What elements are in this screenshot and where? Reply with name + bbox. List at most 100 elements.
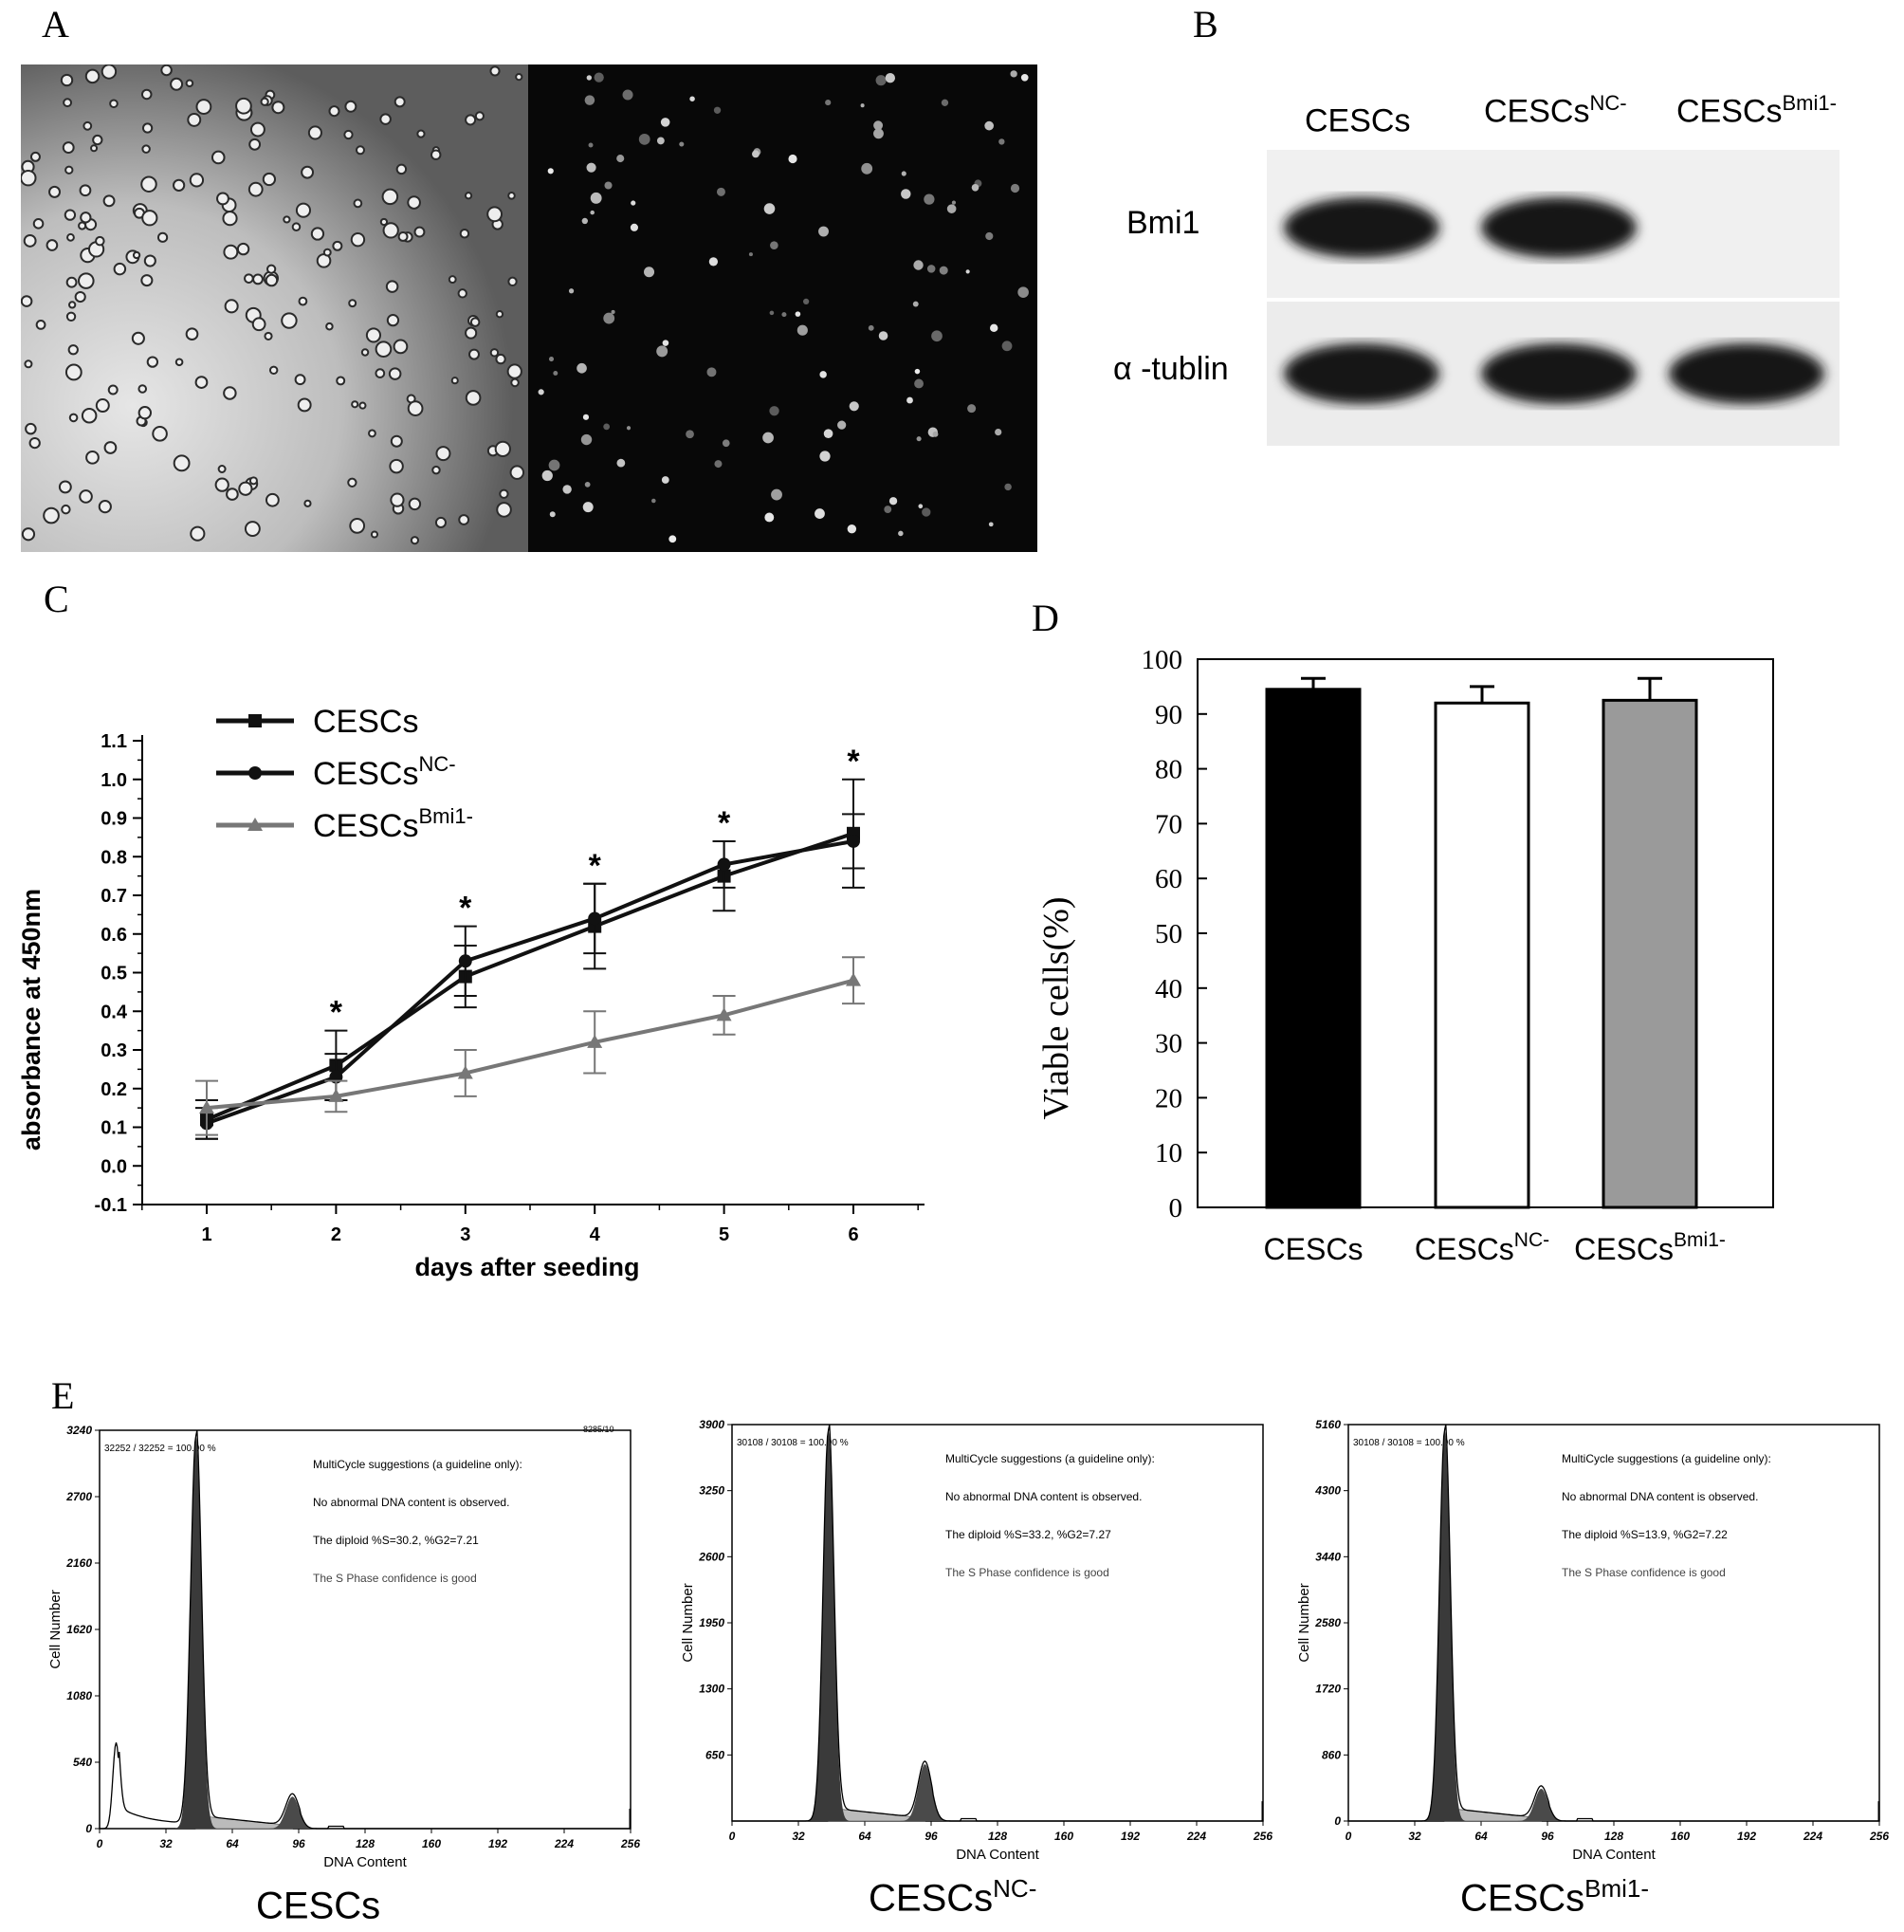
x-tick-label: 192 [1737,1830,1756,1843]
x-tick-label: 256 [620,1837,640,1850]
y-tick-label: 1080 [66,1689,92,1702]
x-tick-label: 32 [159,1837,173,1850]
y-tick-label: 3900 [699,1418,724,1431]
y-tick-label: 0.3 [101,1040,127,1061]
y-tick-label: 1300 [699,1683,724,1696]
x-tick-label: 192 [1121,1830,1140,1843]
y-tick-label: 60 [1155,864,1182,894]
y-tick-label: 20 [1155,1083,1182,1113]
growth-line-chart: -0.1 0.0 0.1 0.2 0.3 0.4 0.5 0.6 0.7 0.8 0.9 1.0 1.1… [17,704,925,1281]
wb-band [1481,343,1637,404]
histogram-frame [1347,1424,1880,1822]
g2-peak [1516,1788,1566,1821]
wb-row-label-bmi1: Bmi1 [1126,205,1200,241]
data-point [199,1100,214,1114]
analysis-text: The diploid %S=30.2, %G2=7.21 [313,1534,479,1547]
significance-marker: * [459,891,472,927]
wb-band [1481,197,1637,258]
significance-marker: * [718,805,731,841]
y-tick-label: 3240 [66,1424,92,1437]
wb-band [1284,343,1439,404]
y-axis-label: Cell Number [1296,1583,1312,1662]
y-axis-label: Cell Number [680,1583,696,1662]
g1-peak [807,1429,850,1821]
y-tick-label: 0.6 [101,925,127,946]
x-axis-label: days after seeding [414,1253,639,1281]
y-tick-label: 90 [1155,700,1182,730]
category-label: CESCsBmi1- [1574,1229,1726,1266]
panel-label-c: C [44,578,69,620]
wb-lane-label-3: CESCsBmi1- [1676,91,1837,130]
legend-marker [248,766,262,780]
y-tick-label: 0 [1334,1814,1341,1828]
series-line [206,831,854,1122]
y-tick-label: 0 [1169,1193,1183,1224]
category-label: CESCs [1264,1232,1364,1266]
data-point [587,1034,603,1048]
y-tick-label: 2700 [65,1490,92,1503]
x-tick-label: 224 [554,1837,574,1850]
y-tick-label: 4300 [1314,1484,1341,1498]
data-point [328,1088,344,1102]
x-tick-label: 0 [97,1837,103,1850]
histogram-curve [732,1424,1263,1822]
series-line [206,838,854,1126]
analysis-text: MultiCycle suggestions (a guideline only… [1562,1452,1771,1465]
gate-label: 30108 / 30108 = 100.00 % [737,1438,849,1448]
y-tick-label: 0.8 [101,847,127,868]
y-tick-label: 540 [73,1756,92,1769]
panel-label-e: E [51,1374,75,1417]
x-tick-label: 0 [1346,1830,1352,1843]
panel-label-d: D [1032,597,1059,639]
gate-label: 32252 / 32252 = 100.00 % [104,1444,216,1454]
data-point [458,954,472,968]
x-tick-label: 128 [988,1830,1007,1843]
y-tick-label: 0.5 [101,964,127,984]
data-point [847,834,860,848]
x-tick-label: 224 [1803,1830,1822,1843]
g1-peak [174,1435,217,1829]
x-tick-label: 32 [1408,1830,1421,1843]
y-tick-label: 100 [1142,645,1183,675]
y-tick-label: 1720 [1315,1683,1341,1696]
analysis-text: No abnormal DNA content is observed. [945,1490,1142,1503]
x-tick-label: 96 [1541,1830,1554,1843]
g1-peak [1423,1428,1466,1821]
x-tick-label: 256 [1869,1830,1889,1843]
x-tick-label: 2 [331,1224,341,1245]
y-tick-label: 80 [1155,755,1182,785]
fluorescence-image [528,64,1037,552]
wb-lane-label-1: CESCs [1305,102,1411,139]
x-tick-label: 192 [488,1837,507,1850]
y-tick-label: 30 [1155,1029,1182,1059]
analysis-text: No abnormal DNA content is observed. [1562,1490,1758,1503]
data-point [588,911,602,926]
fluorescence-cells [538,70,1029,543]
histogram: 0 32 64 96 128 160 192 224 256 0 540 1080 1620 2160 27… [47,1424,640,1870]
legend-label: CESCsNC- [313,752,456,792]
x-tick-label: 0 [729,1830,736,1843]
x-tick-label: 96 [292,1837,305,1850]
x-tick-label: 96 [925,1830,938,1843]
y-tick-label: 0.1 [101,1118,127,1139]
x-tick-label: 160 [422,1837,441,1850]
legend-marker [248,714,262,727]
wb-lane-label-2: CESCsNC- [1484,91,1627,130]
g2-peak [900,1763,950,1821]
y-tick-label: 50 [1155,919,1182,949]
significance-marker: * [589,848,602,884]
brightfield-cells [21,64,525,545]
y-tick-label: 1.1 [101,731,127,752]
panel-label-b: B [1193,3,1218,46]
y-tick-label: 70 [1155,809,1182,839]
analysis-text: The S Phase confidence is good [945,1566,1109,1579]
panel-label-a: A [42,3,69,46]
analysis-text: No abnormal DNA content is observed. [313,1496,509,1509]
y-tick-label: 0.2 [101,1079,127,1100]
histogram-curve [1348,1424,1879,1822]
x-tick-label: 6 [848,1224,858,1245]
y-tick-label: -0.1 [95,1195,127,1216]
histogram: 0 32 64 96 128 160 192 224 256 0 860 1720 2580 3440 43… [1296,1418,1889,1863]
y-tick-label: 1950 [699,1616,724,1629]
legend-marker [247,818,263,831]
